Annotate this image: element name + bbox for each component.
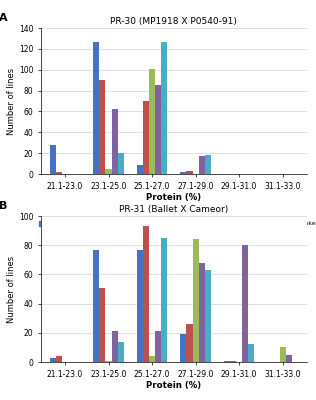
Text: A: A [0,13,7,23]
Bar [186,324,192,362]
Bar [198,263,205,362]
Bar [230,360,236,362]
Title: PR-30 (MP1918 X P0540-91): PR-30 (MP1918 X P0540-91) [110,17,237,26]
X-axis label: Protein (%): Protein (%) [146,382,201,390]
Bar [198,156,205,174]
Bar [155,85,161,174]
Bar [100,288,106,362]
Bar [143,226,149,362]
Bar [205,155,211,174]
Y-axis label: Number of lines: Number of lines [7,256,16,322]
Title: PR-31 (Ballet X Cameor): PR-31 (Ballet X Cameor) [119,205,228,214]
Bar [161,42,167,174]
Bar [112,109,118,174]
Bar [112,331,118,362]
Legend: 2020 Rosthern, 2020 Lucky Lake, 2021 Floral, 2021 Rosthern, 2021 Lucky Lake: 2020 Rosthern, 2020 Lucky Lake, 2021 Flo… [39,221,315,226]
Bar [106,169,112,174]
Bar [56,172,62,174]
Bar [149,356,155,362]
Bar [242,245,248,362]
Bar [180,172,186,174]
Bar [137,250,143,362]
Bar [93,250,100,362]
Bar [50,358,56,362]
Bar [155,331,161,362]
Bar [106,360,112,362]
Bar [205,270,211,362]
Bar [186,171,192,174]
Bar [180,334,186,362]
X-axis label: Protein (%): Protein (%) [146,194,201,202]
Bar [56,356,62,362]
Bar [224,360,230,362]
Bar [248,344,254,362]
Bar [118,153,124,174]
Bar [93,42,100,174]
Text: B: B [0,201,7,211]
Bar [280,347,286,362]
Y-axis label: Number of lines: Number of lines [7,68,16,134]
Bar [161,238,167,362]
Bar [149,69,155,174]
Bar [137,165,143,174]
Bar [50,145,56,174]
Bar [286,355,292,362]
Bar [100,80,106,174]
Bar [143,101,149,174]
Bar [118,342,124,362]
Bar [192,239,198,362]
